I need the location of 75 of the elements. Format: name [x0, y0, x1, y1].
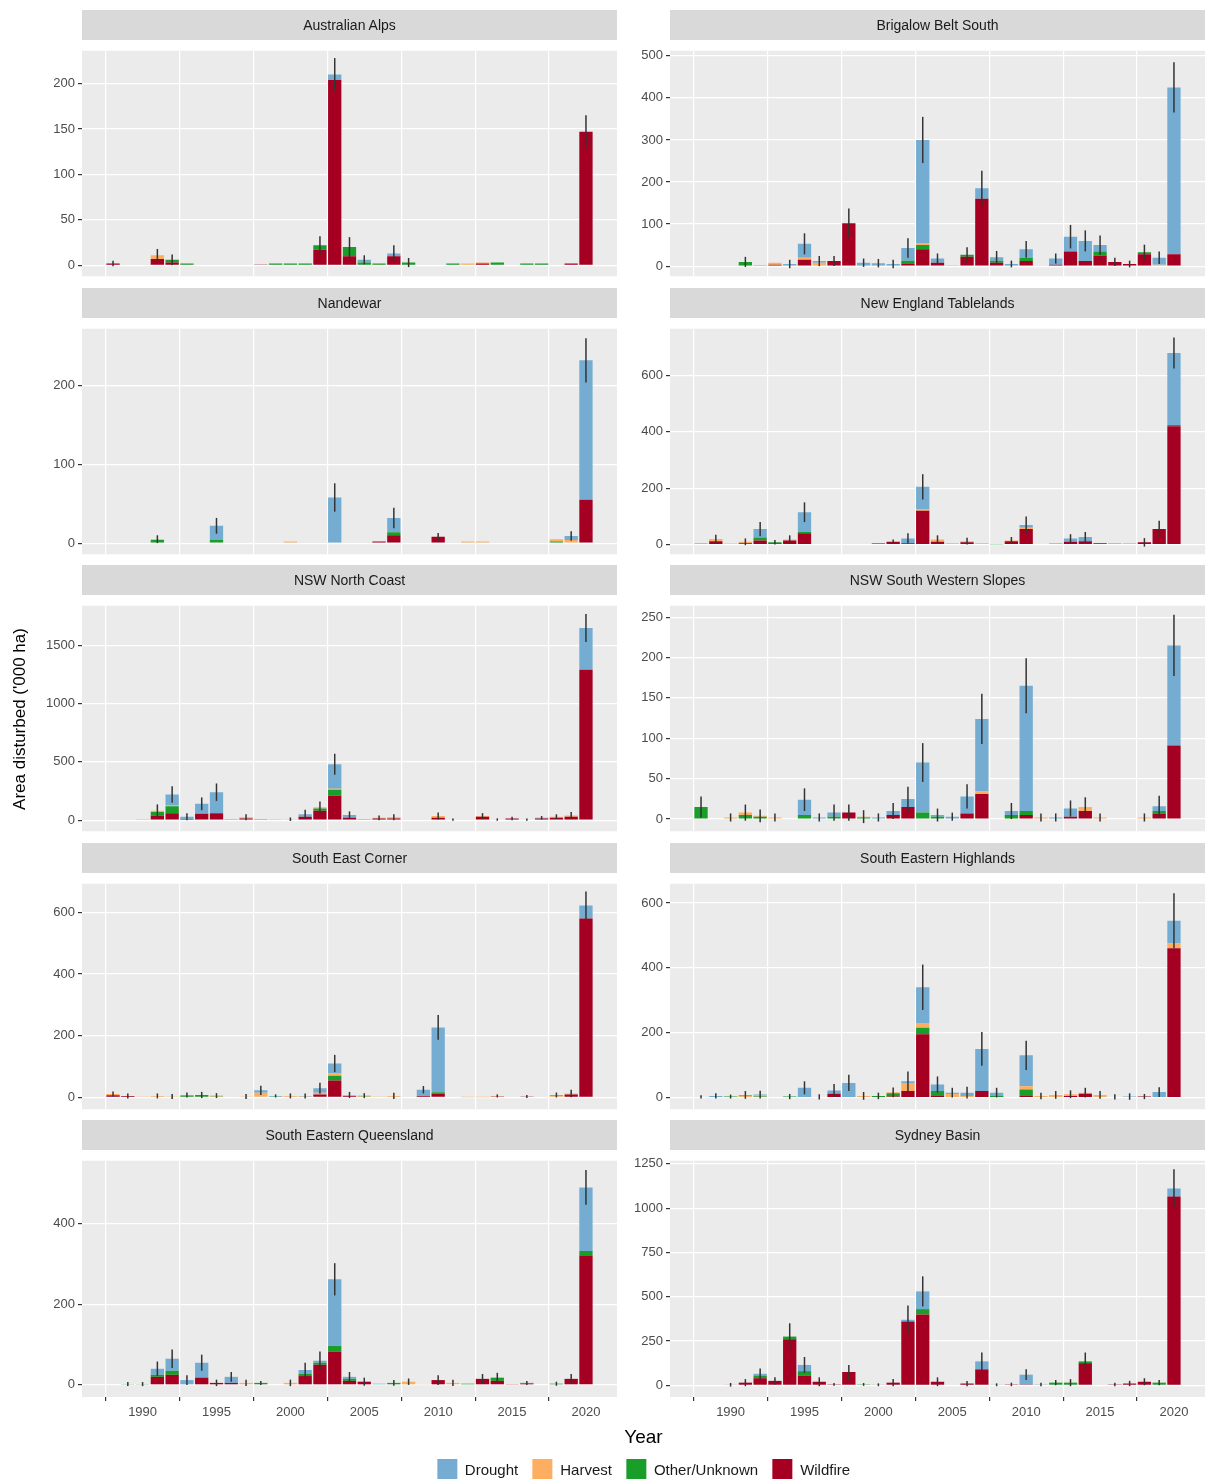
- chart-title: Nandewar: [82, 287, 617, 318]
- legend-label: Other/Unknown: [653, 1460, 759, 1478]
- y-tick-label: 1250: [634, 1155, 663, 1171]
- y-tick-label: 0: [67, 534, 75, 550]
- y-tick-label: 500: [53, 753, 75, 769]
- y-tick-label: 200: [641, 479, 663, 495]
- y-tick-label: 200: [641, 1023, 663, 1039]
- y-tick-label: 0: [655, 1376, 663, 1392]
- chart-title: South Eastern Highlands: [670, 842, 1205, 873]
- x-tick-label: 2000: [863, 1404, 893, 1420]
- y-tick-label: 0: [655, 535, 663, 551]
- chart-title: Brigalow Belt South: [670, 10, 1205, 40]
- y-tick-label: 400: [641, 958, 663, 974]
- x-tick-label: 1990: [716, 1404, 746, 1420]
- x-tick-label: 2010: [423, 1404, 453, 1420]
- y-tick-label: 200: [53, 376, 75, 392]
- x-axis-title: Year: [624, 1426, 663, 1448]
- y-tick-label: 600: [641, 894, 663, 910]
- y-tick-label: 250: [641, 608, 663, 624]
- x-tick-label: 2020: [571, 1404, 601, 1420]
- y-tick-label: 400: [641, 89, 663, 105]
- chart-title: South East Corner: [82, 842, 617, 873]
- y-tick-label: 500: [641, 1288, 663, 1304]
- legend-label: Harvest: [560, 1460, 612, 1478]
- y-tick-label: 600: [641, 366, 663, 382]
- x-tick-label: 2015: [1085, 1404, 1115, 1420]
- y-tick-label: 100: [53, 165, 75, 181]
- y-tick-label: 100: [53, 455, 75, 471]
- x-tick-label: 2005: [937, 1404, 967, 1420]
- y-tick-label: 100: [641, 729, 663, 745]
- chart-title: Australian Alps: [82, 10, 617, 40]
- y-axis-title: Area disturbed ('000 ha): [10, 627, 30, 810]
- y-tick-label: 300: [641, 131, 663, 147]
- y-tick-label: 200: [53, 75, 75, 91]
- chart-title: New England Tablelands: [670, 287, 1205, 318]
- x-tick-label: 2000: [275, 1404, 305, 1420]
- x-tick-label: 2010: [1011, 1404, 1041, 1420]
- y-tick-label: 0: [67, 1376, 75, 1392]
- y-tick-label: 1000: [46, 695, 75, 711]
- y-tick-label: 200: [53, 1295, 75, 1311]
- x-tick-label: 2005: [349, 1404, 379, 1420]
- y-tick-label: 400: [641, 423, 663, 438]
- y-tick-label: 150: [53, 120, 75, 136]
- x-tick-label: 2020: [1159, 1404, 1189, 1420]
- y-tick-label: 0: [655, 1088, 663, 1104]
- y-tick-label: 0: [655, 810, 663, 826]
- y-tick-label: 200: [641, 649, 663, 665]
- chart-title: NSW North Coast: [82, 565, 617, 595]
- chart-title: South Eastern Queensland: [82, 1120, 617, 1150]
- y-tick-label: 400: [53, 1215, 75, 1231]
- chart-title: Sydney Basin: [670, 1120, 1205, 1150]
- y-tick-label: 50: [60, 211, 75, 227]
- y-tick-label: 1000: [634, 1199, 663, 1215]
- y-tick-label: 150: [641, 689, 663, 705]
- y-tick-label: 1500: [46, 636, 75, 652]
- legend-label: Drought: [464, 1460, 519, 1478]
- y-tick-label: 50: [648, 770, 663, 786]
- y-tick-label: 250: [641, 1332, 663, 1348]
- y-tick-label: 500: [641, 47, 663, 63]
- legend-label: Wildfire: [800, 1460, 851, 1478]
- y-tick-label: 100: [641, 215, 663, 231]
- y-tick-label: 400: [53, 965, 75, 981]
- y-tick-label: 200: [53, 1026, 75, 1042]
- chart-title: NSW South Western Slopes: [670, 565, 1205, 595]
- y-tick-label: 0: [67, 256, 75, 272]
- x-tick-label: 1995: [790, 1404, 819, 1420]
- y-tick-label: 600: [53, 903, 75, 919]
- y-tick-label: 0: [655, 257, 663, 273]
- x-tick-label: 1995: [202, 1404, 231, 1420]
- x-tick-label: 1990: [128, 1404, 158, 1420]
- y-tick-label: 0: [67, 1088, 75, 1104]
- y-tick-label: 200: [641, 173, 663, 189]
- x-tick-label: 2015: [497, 1404, 527, 1420]
- y-tick-label: 0: [67, 811, 75, 827]
- y-tick-label: 750: [641, 1243, 663, 1259]
